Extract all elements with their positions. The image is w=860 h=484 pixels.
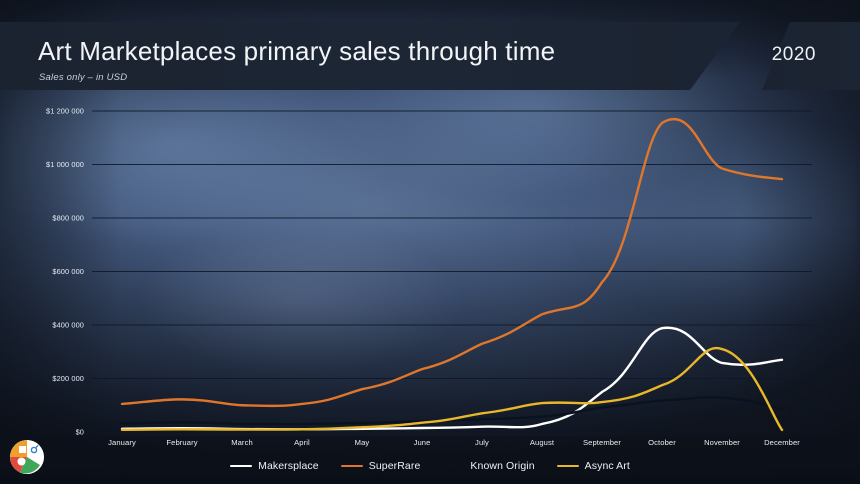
x-axis-tick-label: February	[166, 438, 197, 447]
header-band-left	[0, 22, 740, 90]
x-axis-tick-label: August	[530, 438, 555, 447]
y-axis-tick-label: $400 000	[52, 321, 84, 330]
x-axis-tick-label: December	[764, 438, 800, 447]
legend-swatch-icon	[556, 464, 579, 468]
x-axis-tick-label: April	[294, 438, 310, 447]
y-axis-tick-label: $200 000	[52, 374, 84, 383]
x-axis-tick-label: May	[355, 438, 370, 447]
x-axis-tick-label: March	[231, 438, 253, 447]
legend-swatch-icon	[230, 464, 253, 468]
legend-item-superrare[interactable]: SuperRare	[340, 460, 421, 472]
legend-label: Makersplace	[258, 460, 319, 472]
page-subtitle: Sales only – in USD	[39, 72, 128, 83]
series-lines	[120, 118, 784, 432]
legend-item-async-art[interactable]: Async Art	[556, 460, 630, 472]
legend-item-makersplace[interactable]: Makersplace	[230, 460, 319, 472]
x-axis-tick-label: June	[414, 438, 431, 447]
x-axis-tick-label: October	[648, 438, 676, 447]
x-axis-tick-label: January	[108, 438, 136, 447]
logo-glyph	[10, 440, 44, 474]
legend-label: Known Origin	[470, 460, 535, 472]
legend-swatch-icon	[442, 464, 465, 468]
series-line-superrare	[120, 118, 784, 408]
legend-item-known-origin[interactable]: Known Origin	[442, 460, 535, 472]
legend-swatch-icon	[340, 464, 363, 468]
series-line-known-origin	[120, 396, 784, 426]
y-axis-tick-label: $1 000 000	[46, 160, 84, 169]
year-label: 2020	[771, 44, 816, 65]
y-axis-labels: $0 $200 000 $400 000 $600 000 $800 000 $1 000…	[46, 107, 84, 437]
series-line-async-art	[120, 346, 784, 432]
x-axis-tick-label: September	[583, 438, 621, 447]
footer-strip	[0, 436, 860, 484]
chart-legend: Makersplace SuperRare Known Origin Async Ar…	[0, 460, 860, 472]
circular-quadrant-logo	[10, 440, 44, 474]
y-axis-tick-label: $800 000	[52, 214, 84, 223]
x-axis-labels: January February March April May June July Augu…	[108, 438, 800, 447]
x-axis-tick-label: November	[704, 438, 740, 447]
grid-lines	[92, 110, 812, 433]
legend-label: Async Art	[584, 460, 630, 472]
y-axis-tick-label: $600 000	[52, 267, 84, 276]
legend-label: SuperRare	[368, 460, 421, 472]
y-axis-tick-label: $0	[76, 428, 84, 437]
y-axis-tick-label: $1 200 000	[46, 107, 84, 116]
x-axis-tick-label: July	[475, 438, 489, 447]
page-title: Art Marketplaces primary sales through t…	[38, 36, 556, 66]
